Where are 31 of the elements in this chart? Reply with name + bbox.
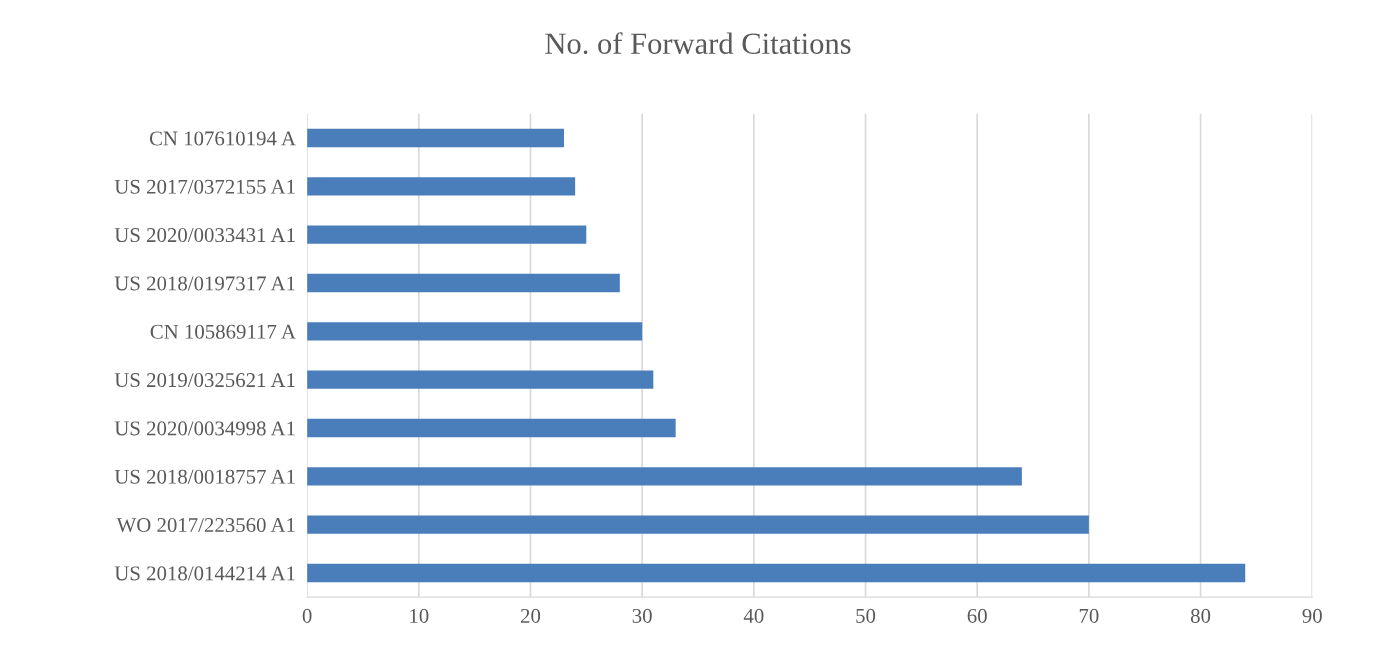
x-tick-label: 70: [1079, 608, 1099, 623]
x-tick-label: 60: [967, 608, 987, 623]
x-tick-label: 0: [302, 608, 312, 623]
bar: [307, 273, 620, 293]
y-tick-label: US 2018/0197317 A1: [114, 276, 295, 291]
bar: [307, 563, 1246, 583]
bar: [307, 515, 1089, 534]
y-tick-label: US 2018/0018757 A1: [114, 469, 295, 484]
bar: [307, 128, 564, 148]
y-tick-label: US 2019/0325621 A1: [114, 373, 295, 388]
bar: [307, 225, 587, 244]
x-tick-label: 80: [1190, 608, 1211, 623]
x-tick-label: 50: [856, 608, 876, 623]
y-tick-label: WO 2017/223560 A1: [116, 518, 295, 533]
bar: [307, 177, 576, 196]
x-tick-label: 20: [520, 608, 541, 623]
x-tick-label: 10: [410, 608, 429, 623]
bar: [307, 467, 1022, 486]
y-tick-label: CN 107610194 A: [149, 131, 296, 146]
y-tick-label: CN 105869117 A: [150, 324, 296, 339]
y-tick-label: US 2017/0372155 A1: [114, 179, 295, 194]
x-tick-label: 30: [632, 608, 652, 623]
chart-title: No. of Forward Citations: [545, 32, 851, 55]
bar: [307, 322, 643, 341]
y-tick-label: US 2018/0144214 A1: [114, 566, 295, 581]
y-tick-label: US 2020/0034998 A1: [114, 421, 295, 436]
bar: [307, 418, 676, 438]
x-tick-label: 40: [743, 608, 764, 623]
bar: [307, 370, 654, 389]
x-tick-label: 90: [1302, 608, 1322, 623]
y-tick-label: US 2020/0033431 A1: [114, 228, 295, 243]
